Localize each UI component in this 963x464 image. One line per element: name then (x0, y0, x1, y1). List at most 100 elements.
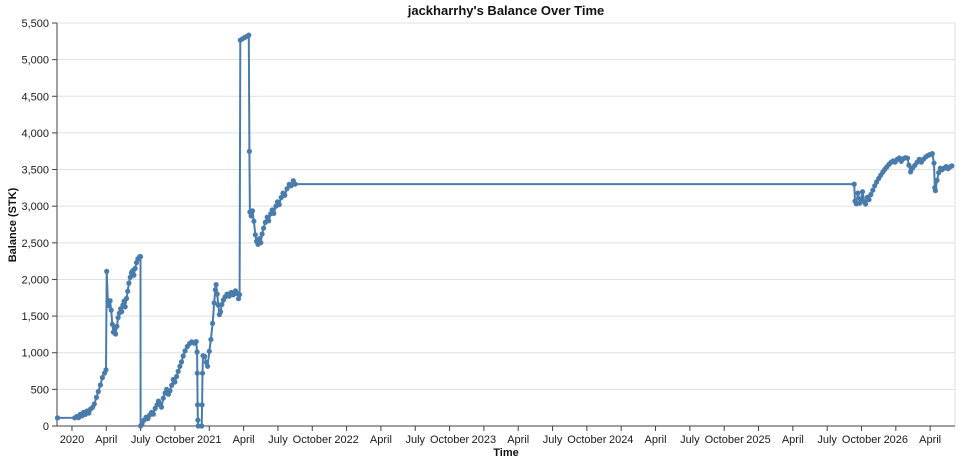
data-point-marker (206, 348, 212, 354)
data-point-marker (177, 363, 183, 369)
data-point-marker (251, 218, 257, 224)
data-point-marker (122, 304, 128, 310)
data-point-marker (104, 268, 110, 274)
data-point-marker (106, 303, 112, 309)
data-point-marker (258, 240, 264, 246)
x-tick-label: 2025 (746, 434, 770, 446)
data-point-marker (91, 401, 97, 407)
data-point-marker (252, 232, 258, 238)
x-tick-label: 2023 (472, 434, 496, 446)
data-point-marker (284, 186, 290, 192)
data-point-marker (212, 287, 218, 293)
data-point-marker (107, 298, 113, 304)
x-tick-label: 2021 (197, 434, 221, 446)
x-tick-label: April (233, 434, 255, 446)
x-tick-label: April (507, 434, 529, 446)
y-tick-label: 1,000 (21, 348, 49, 360)
data-point-marker (246, 148, 252, 154)
x-tick-label: 2026 (884, 434, 908, 446)
y-tick-label: 2,000 (21, 274, 49, 286)
x-tick-label: April (919, 434, 941, 446)
y-tick-label: 3,500 (21, 165, 49, 177)
data-point-marker (929, 151, 935, 157)
data-point-marker (97, 382, 103, 388)
data-point-marker (175, 368, 181, 374)
x-tick-label: April (782, 434, 804, 446)
data-point-marker (178, 359, 185, 365)
x-tick-label: October (705, 434, 744, 446)
y-tick-label: 3,000 (21, 201, 49, 213)
data-point-marker (115, 315, 121, 321)
data-point-marker (195, 417, 201, 423)
x-tick-label: April (95, 434, 117, 446)
data-point-marker (99, 375, 105, 381)
data-point-marker (182, 348, 188, 354)
chart-title: jackharrhy's Balance Over Time (407, 3, 605, 18)
data-point-marker (219, 301, 225, 307)
data-point-marker (271, 210, 277, 216)
x-tick-label: July (543, 434, 563, 446)
data-point-marker (934, 177, 940, 183)
data-point-marker (870, 187, 876, 193)
data-point-marker (855, 190, 861, 196)
data-point-marker (213, 282, 219, 288)
data-point-marker (131, 272, 137, 278)
x-tick-label: 2020 (60, 434, 84, 446)
data-point-marker (169, 382, 175, 388)
data-point-marker (109, 321, 115, 327)
data-point-marker (936, 170, 942, 176)
x-tick-label: July (131, 434, 151, 446)
x-tick-label: April (645, 434, 667, 446)
data-point-marker (282, 192, 288, 198)
x-tick-label: 2022 (334, 434, 358, 446)
y-tick-label: 5,500 (21, 18, 49, 30)
data-point-marker (931, 160, 937, 166)
data-point-marker (205, 363, 211, 369)
y-axis-title: Balance (STK) (7, 187, 19, 263)
data-point-marker (180, 353, 186, 359)
data-point-marker (246, 32, 252, 38)
data-point-marker (125, 288, 131, 294)
data-point-marker (866, 197, 872, 203)
x-axis-title: Time (493, 447, 519, 459)
y-tick-label: 2,500 (21, 238, 49, 250)
data-point-marker (266, 218, 272, 224)
x-tick-label: October (842, 434, 881, 446)
balance-line (57, 34, 953, 427)
x-tick-label: July (680, 434, 700, 446)
data-point-marker (906, 162, 912, 168)
data-point-marker (863, 201, 869, 207)
data-point-marker (167, 388, 173, 394)
data-point-marker (276, 202, 282, 208)
data-point-marker (217, 309, 224, 315)
data-point-marker (93, 394, 99, 400)
data-point-marker (137, 254, 144, 260)
data-point-marker (932, 188, 939, 194)
data-point-marker (256, 236, 262, 242)
y-tick-label: 4,000 (21, 128, 49, 140)
data-point-marker (859, 189, 866, 195)
data-point-marker (868, 192, 874, 198)
x-tick-label: July (817, 434, 837, 446)
x-tick-label: July (405, 434, 425, 446)
data-point-marker (150, 411, 156, 417)
y-tick-label: 500 (31, 384, 49, 396)
data-point-marker (210, 320, 216, 326)
data-point-marker (199, 370, 206, 376)
data-point-marker (851, 181, 857, 187)
y-tick-label: 0 (43, 421, 49, 433)
data-point-marker (211, 300, 217, 306)
data-point-marker (126, 280, 132, 286)
data-point-marker (86, 410, 92, 416)
y-tick-label: 4,500 (21, 91, 49, 103)
data-point-marker (132, 265, 138, 272)
data-point-marker (235, 296, 242, 302)
data-point-marker (199, 423, 205, 429)
data-point-marker (54, 415, 61, 421)
data-point-marker (108, 307, 114, 313)
data-point-marker (103, 367, 109, 373)
data-point-marker (248, 213, 254, 219)
data-point-marker (113, 331, 119, 337)
